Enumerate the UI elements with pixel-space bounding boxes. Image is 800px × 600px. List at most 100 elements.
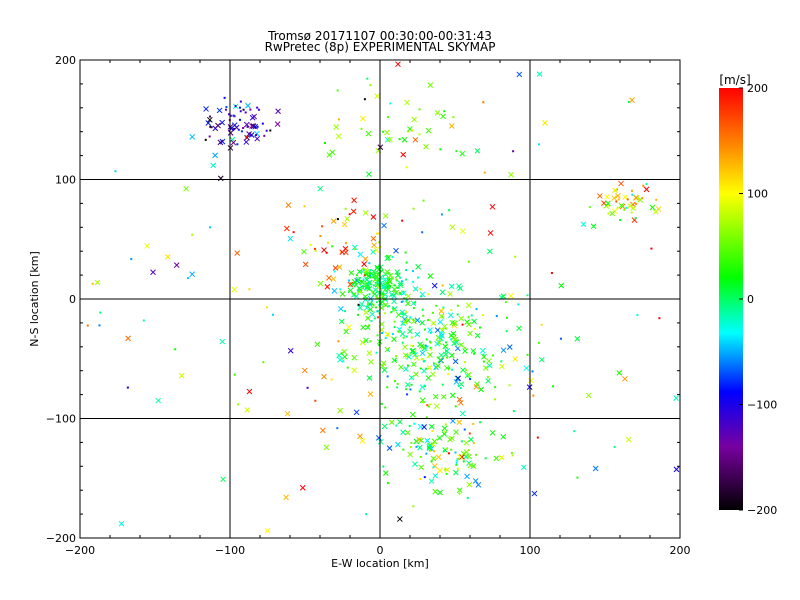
data-point-cross <box>512 356 519 362</box>
data-point-cross <box>381 367 388 373</box>
data-point-dot <box>615 188 618 191</box>
y-tick-label: −200 <box>46 532 76 545</box>
data-point-dot <box>508 384 511 387</box>
data-point-dot <box>445 447 448 450</box>
data-point-cross <box>419 384 426 390</box>
data-point-cross <box>189 271 196 278</box>
data-point-dot <box>431 311 434 314</box>
data-point-dot <box>389 102 392 105</box>
data-point-dot <box>377 297 380 300</box>
data-point-cross <box>407 328 413 335</box>
data-point-dot <box>246 125 249 128</box>
data-point-dot <box>423 328 426 331</box>
data-point-cross <box>471 318 477 325</box>
data-point-cross <box>612 187 618 194</box>
data-point-dot <box>479 421 482 424</box>
data-point-dot <box>395 272 398 275</box>
data-point-dot <box>425 416 428 419</box>
data-point-cross <box>317 185 324 192</box>
data-point-cross <box>479 347 486 354</box>
data-point-cross <box>428 478 435 485</box>
data-point-dot <box>482 314 485 317</box>
data-point-dot <box>419 477 422 480</box>
data-point-dot <box>514 255 517 258</box>
data-point-cross <box>326 275 332 281</box>
data-point-dot <box>445 349 448 352</box>
data-point-dot <box>368 262 371 265</box>
data-point-dot <box>325 251 328 254</box>
data-point-cross <box>622 375 628 382</box>
data-point-dot <box>398 329 401 332</box>
chart-subtitle: RwPretec (8p) EXPERIMENTAL SKYMAP <box>264 40 496 54</box>
data-point-cross <box>412 351 418 358</box>
data-point-cross <box>414 331 421 338</box>
data-point-dot <box>376 334 379 337</box>
data-point-dot <box>458 492 461 495</box>
data-point-dot <box>408 424 411 427</box>
data-point-cross <box>350 208 357 215</box>
data-point-dot <box>336 89 339 92</box>
data-point-cross <box>330 276 337 282</box>
data-point-cross <box>363 309 369 316</box>
data-point-dot <box>382 130 385 133</box>
data-point-cross <box>506 344 513 350</box>
data-point-dot <box>257 108 260 111</box>
data-point-cross <box>473 383 480 390</box>
data-point-dot <box>401 341 404 344</box>
data-point-dot <box>419 367 422 370</box>
data-point-cross <box>450 330 457 337</box>
data-point-dot <box>361 285 364 288</box>
data-point-cross <box>404 353 411 359</box>
data-point-dot <box>395 424 398 427</box>
data-point-cross <box>324 283 331 290</box>
data-point-cross <box>472 478 479 484</box>
data-point-dot <box>255 134 258 137</box>
data-point-dot <box>344 207 347 210</box>
data-point-cross <box>531 490 538 497</box>
data-point-dot <box>360 127 363 130</box>
data-point-cross <box>457 399 464 406</box>
data-point-cross <box>449 392 456 399</box>
data-point-dot <box>309 244 312 247</box>
data-point-cross <box>487 248 493 255</box>
data-point-dot <box>405 335 408 338</box>
data-point-dot <box>623 208 626 211</box>
data-point-dot <box>406 364 409 367</box>
data-point-cross <box>357 433 363 440</box>
data-point-dot <box>456 304 459 307</box>
data-point-cross <box>470 348 477 354</box>
data-point-dot <box>411 129 414 132</box>
data-point-cross <box>448 283 455 290</box>
data-point-dot <box>634 217 637 220</box>
data-point-cross <box>395 61 401 68</box>
data-point-cross <box>377 438 384 445</box>
data-point-cross <box>432 472 439 479</box>
data-point-dot <box>229 114 232 117</box>
data-point-cross <box>341 221 348 228</box>
data-point-dot <box>441 307 444 310</box>
data-point-cross <box>500 433 507 440</box>
data-point-dot <box>512 150 515 153</box>
data-point-cross <box>458 315 465 322</box>
data-point-cross <box>243 121 250 128</box>
data-point-dot <box>386 282 389 285</box>
data-point-dot <box>363 98 366 101</box>
data-point-cross <box>360 115 366 122</box>
data-point-dot <box>456 457 459 460</box>
data-point-cross <box>301 248 307 255</box>
data-point-dot <box>450 368 453 371</box>
grid-lines <box>80 60 680 538</box>
data-point-cross <box>493 455 500 462</box>
data-point-cross <box>409 411 416 418</box>
data-point-cross <box>413 354 420 361</box>
data-point-dot <box>365 305 368 308</box>
data-point-dot <box>634 202 637 205</box>
data-point-dot <box>429 403 432 406</box>
data-point-cross <box>220 476 226 483</box>
data-point-dot <box>441 284 444 287</box>
data-point-dot <box>378 312 381 315</box>
data-point-dot <box>204 138 207 141</box>
data-point-dot <box>505 330 508 333</box>
data-point-dot <box>430 348 433 351</box>
data-point-dot <box>402 290 405 293</box>
